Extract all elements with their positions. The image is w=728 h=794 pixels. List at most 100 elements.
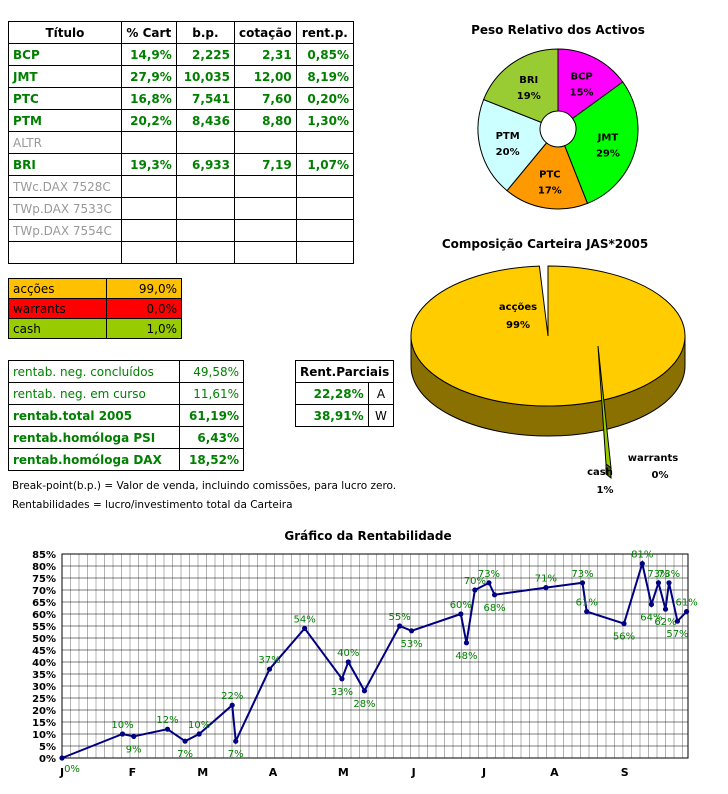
rentab-label: rentab.homóloga DAX bbox=[7, 448, 181, 471]
pie1-label: PTM bbox=[496, 131, 520, 142]
linechart-point bbox=[621, 621, 627, 627]
holding-cotacao bbox=[234, 219, 297, 242]
holding-title: TWp.DAX 7533C bbox=[8, 197, 122, 220]
holding-rent: 8,19% bbox=[295, 65, 355, 88]
linechart-point bbox=[648, 601, 655, 607]
holding-title: TWc.DAX 7528C bbox=[8, 175, 122, 198]
allocation-value: 1,0% bbox=[106, 318, 182, 339]
rentab-value: 6,43% bbox=[179, 426, 244, 449]
linechart-data-label: 56% bbox=[613, 632, 635, 643]
linechart-point bbox=[302, 625, 308, 631]
holding-title: PTM bbox=[8, 109, 122, 132]
linechart-data-label: 48% bbox=[455, 651, 477, 662]
holding-title: BRI bbox=[8, 153, 122, 176]
linechart-point bbox=[164, 726, 171, 732]
note-breakpoint: Break-point(b.p.) = Valor de venda, incl… bbox=[12, 480, 397, 492]
linechart-x-tick: M bbox=[197, 766, 208, 779]
linechart-y-tick: 0% bbox=[39, 754, 56, 765]
linechart-point bbox=[472, 587, 478, 593]
linechart-point bbox=[408, 628, 415, 634]
linechart-title: Gráfico da Rentabilidade bbox=[284, 529, 451, 543]
pie1-slice-jmt bbox=[563, 81, 639, 205]
pie2-label-cash: cash bbox=[587, 467, 613, 478]
linechart-point bbox=[59, 755, 65, 761]
holding-cart bbox=[120, 219, 177, 242]
pie1-value-label: 17% bbox=[538, 185, 562, 196]
pie1-value-label: 29% bbox=[596, 149, 620, 160]
holding-cart: 16,8% bbox=[120, 87, 177, 110]
allocation-value: 0,0% bbox=[106, 298, 182, 319]
allocation-row: cash 1,0% bbox=[7, 318, 182, 339]
linechart-data-label: 71% bbox=[535, 574, 557, 585]
holding-rent: 1,07% bbox=[295, 153, 355, 176]
rentab-value: 18,52% bbox=[179, 448, 244, 471]
linechart-data-label: 40% bbox=[337, 648, 359, 659]
linechart-data-label: 68% bbox=[483, 603, 505, 614]
linechart-data-label: 61% bbox=[675, 598, 697, 609]
linechart-data-label: 81% bbox=[631, 550, 653, 561]
pie1-value-label: 19% bbox=[517, 91, 541, 102]
linechart-data-label: 28% bbox=[353, 699, 375, 710]
holding-cotacao: 8,80 bbox=[234, 109, 297, 132]
linechart-data-label: 57% bbox=[666, 629, 688, 640]
linechart-data-label: 55% bbox=[389, 612, 411, 623]
holding-cart bbox=[120, 241, 177, 264]
holding-bp bbox=[175, 175, 236, 198]
rentab-value: 61,19% bbox=[179, 404, 244, 427]
linechart-point bbox=[491, 592, 498, 598]
linechart-y-tick: 15% bbox=[32, 718, 56, 729]
rentab-value: 11,61% bbox=[179, 382, 244, 405]
header-cart: % Cart bbox=[120, 21, 177, 44]
linechart-point bbox=[182, 738, 188, 744]
pie2-value-cash: 1% bbox=[597, 485, 614, 496]
holding-cotacao bbox=[234, 241, 297, 264]
rentab-label: rentab.homóloga PSI bbox=[7, 426, 181, 449]
linechart-point bbox=[666, 580, 672, 586]
header-bp: b.p. bbox=[175, 21, 236, 44]
holding-row: TWc.DAX 7528C bbox=[8, 175, 355, 198]
parciais-value: 38,91% bbox=[295, 404, 369, 427]
linechart-y-tick: 80% bbox=[32, 562, 56, 573]
linechart-data-label: 62% bbox=[654, 617, 676, 628]
linechart-y-tick: 30% bbox=[32, 682, 56, 693]
profitability-line-chart: Gráfico da Rentabilidade 0%5% 10% 15%20%25%… bbox=[32, 529, 698, 779]
linechart-y-tick: 20% bbox=[32, 706, 56, 717]
linechart-y-tick: 55% bbox=[32, 622, 56, 633]
pie2-label-accoes: acções bbox=[499, 302, 537, 313]
linechart-x-tick: J bbox=[481, 766, 486, 779]
allocation-table: acções 99,0% warrants 0,0% cash 1,0% bbox=[7, 278, 182, 339]
asset-weight-pie-chart: Peso Relativo dos Activos BCP 15% JMT 29% PTC… bbox=[471, 23, 645, 210]
linechart-data-label: 9% bbox=[126, 744, 142, 755]
pie1-label: JMT bbox=[597, 133, 619, 144]
linechart-data-label: 73% bbox=[658, 569, 680, 580]
linechart-data-label: 10% bbox=[111, 720, 133, 731]
linechart-y-tick: 5% bbox=[39, 742, 56, 753]
linechart-data-label: 73% bbox=[478, 569, 500, 580]
linechart-data-label: 22% bbox=[221, 691, 243, 702]
linechart-y-tick: 25% bbox=[32, 694, 56, 705]
rentab-label: rentab. neg. em curso bbox=[7, 382, 181, 405]
header-cotacao: cotação bbox=[234, 21, 297, 44]
pie1-value-label: 15% bbox=[570, 88, 594, 99]
linechart-data-label: 70% bbox=[464, 576, 486, 587]
holding-cotacao bbox=[234, 197, 297, 220]
linechart-x-tick: A bbox=[550, 766, 559, 779]
holding-title: PTC bbox=[8, 87, 122, 110]
linechart-point bbox=[229, 702, 235, 708]
holding-title: ALTR bbox=[8, 131, 122, 154]
rentab-label: rentab. neg. concluídos bbox=[7, 360, 181, 383]
holding-row: PTM 20,2% 8,436 8,80 1,30% bbox=[8, 109, 355, 132]
linechart-point bbox=[196, 731, 202, 737]
holding-rent bbox=[295, 241, 355, 264]
pie1-label: PTC bbox=[539, 169, 561, 180]
linechart-x-tick: A bbox=[269, 766, 278, 779]
holding-cart: 27,9% bbox=[120, 65, 177, 88]
parciais-row: 22,28% A bbox=[295, 382, 395, 405]
holding-cart bbox=[120, 197, 177, 220]
holding-title bbox=[8, 241, 122, 264]
holding-cotacao bbox=[234, 131, 297, 154]
linechart-point bbox=[463, 640, 470, 646]
pie1-label: BCP bbox=[570, 72, 592, 83]
linechart-y-tick: 50% bbox=[32, 634, 56, 645]
